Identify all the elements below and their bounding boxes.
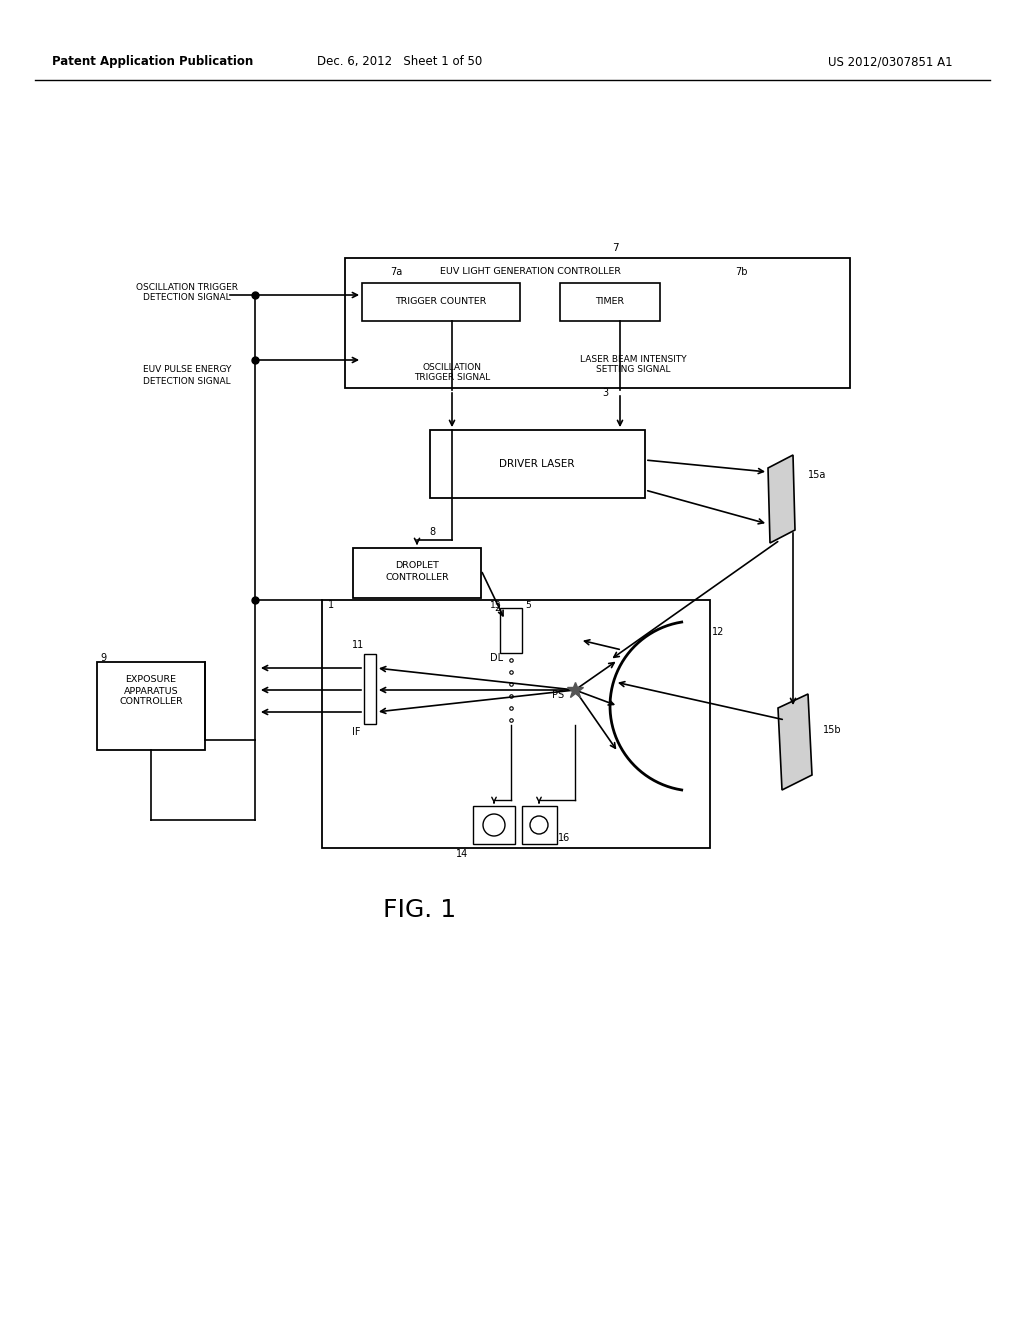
Text: 15b: 15b [823, 725, 842, 735]
Text: IF: IF [352, 727, 360, 737]
Bar [500, 609, 522, 653]
Text: CONTROLLER: CONTROLLER [119, 697, 183, 706]
Text: 7a: 7a [390, 267, 402, 277]
Bar [322, 601, 710, 847]
Text: 8: 8 [429, 527, 435, 537]
Text: 16: 16 [558, 833, 570, 843]
Text: FIG. 1: FIG. 1 [383, 898, 457, 921]
Text: 11: 11 [352, 640, 365, 649]
Text: 2: 2 [494, 603, 500, 612]
Text: 13: 13 [490, 601, 502, 610]
Text: DL: DL [490, 653, 503, 663]
Text: 5: 5 [525, 601, 530, 610]
Text: PS: PS [552, 690, 564, 700]
Text: 14: 14 [456, 849, 468, 859]
Text: EXPOSURE: EXPOSURE [126, 676, 176, 685]
Text: TRIGGER COUNTER: TRIGGER COUNTER [395, 297, 486, 306]
Text: 9: 9 [100, 653, 106, 663]
Text: 15a: 15a [808, 470, 826, 480]
Polygon shape [778, 694, 812, 789]
Bar [353, 548, 481, 598]
Text: Patent Application Publication: Patent Application Publication [52, 55, 253, 69]
Text: DROPLET: DROPLET [395, 561, 439, 569]
Text: DRIVER LASER: DRIVER LASER [500, 459, 574, 469]
Text: DETECTION SIGNAL: DETECTION SIGNAL [143, 293, 230, 302]
Text: OSCILLATION: OSCILLATION [423, 363, 481, 372]
Text: LASER BEAM INTENSITY: LASER BEAM INTENSITY [580, 355, 686, 364]
Text: 3: 3 [602, 388, 608, 399]
Text: DETECTION SIGNAL: DETECTION SIGNAL [143, 376, 230, 385]
Bar [430, 430, 645, 498]
Bar [362, 282, 520, 321]
Circle shape [483, 814, 505, 836]
Bar [97, 663, 205, 750]
Text: EUV LIGHT GENERATION CONTROLLER: EUV LIGHT GENERATION CONTROLLER [439, 268, 621, 276]
Bar [473, 807, 515, 843]
Text: APPARATUS: APPARATUS [124, 686, 178, 696]
Text: SETTING SIGNAL: SETTING SIGNAL [596, 366, 671, 375]
Bar [345, 257, 850, 388]
Text: OSCILLATION TRIGGER: OSCILLATION TRIGGER [136, 282, 238, 292]
Circle shape [530, 816, 548, 834]
Text: 7b: 7b [735, 267, 748, 277]
Text: TIMER: TIMER [595, 297, 625, 306]
Text: 7: 7 [611, 243, 618, 253]
Text: 12: 12 [712, 627, 724, 638]
Bar [364, 653, 376, 723]
Text: Dec. 6, 2012   Sheet 1 of 50: Dec. 6, 2012 Sheet 1 of 50 [317, 55, 482, 69]
Text: US 2012/0307851 A1: US 2012/0307851 A1 [827, 55, 952, 69]
Bar [560, 282, 660, 321]
Text: TRIGGER SIGNAL: TRIGGER SIGNAL [414, 374, 490, 383]
Text: CONTROLLER: CONTROLLER [385, 573, 449, 582]
Bar [522, 807, 557, 843]
Text: EUV PULSE ENERGY: EUV PULSE ENERGY [142, 366, 231, 375]
Polygon shape [768, 455, 795, 543]
Text: 1: 1 [328, 601, 334, 610]
